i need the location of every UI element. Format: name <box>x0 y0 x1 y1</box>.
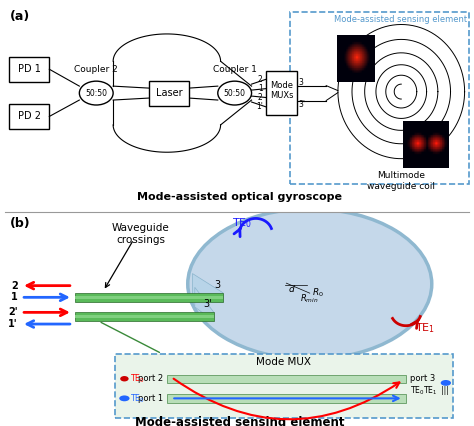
Text: (a): (a) <box>9 10 30 23</box>
Bar <box>9 104 49 129</box>
Text: TE$_0$: TE$_0$ <box>232 216 252 230</box>
Text: $d$: $d$ <box>288 283 296 294</box>
Text: TE$_0$: TE$_0$ <box>130 372 145 385</box>
Ellipse shape <box>120 376 128 381</box>
Text: 3': 3' <box>204 299 212 309</box>
Text: Laser: Laser <box>155 88 182 98</box>
Ellipse shape <box>242 242 378 326</box>
Text: 3: 3 <box>299 78 304 86</box>
Text: 3: 3 <box>214 280 220 290</box>
Text: 1': 1' <box>8 319 18 329</box>
Ellipse shape <box>265 257 355 311</box>
Bar <box>75 293 223 302</box>
Text: 50:50: 50:50 <box>85 89 107 98</box>
Text: $R_0$: $R_0$ <box>312 286 324 299</box>
Text: Mode-assisted sensing element: Mode-assisted sensing element <box>334 14 467 23</box>
Bar <box>75 296 223 299</box>
Text: PD 1: PD 1 <box>18 64 41 74</box>
Text: 2': 2' <box>8 308 18 317</box>
Text: |||: ||| <box>441 386 449 395</box>
Polygon shape <box>192 273 223 302</box>
Text: Waveguide
crossings: Waveguide crossings <box>112 223 170 245</box>
Text: TE$_0$TE$_1$: TE$_0$TE$_1$ <box>410 385 438 397</box>
Ellipse shape <box>119 395 129 401</box>
Ellipse shape <box>218 81 252 105</box>
Text: 2: 2 <box>258 93 263 102</box>
Bar <box>290 12 469 184</box>
Text: Mode-assisted optical gyroscope: Mode-assisted optical gyroscope <box>137 192 342 202</box>
Text: 1': 1' <box>256 103 263 112</box>
Text: port 1: port 1 <box>138 394 163 403</box>
Text: (b): (b) <box>9 217 30 230</box>
Bar <box>167 374 406 383</box>
Bar <box>266 71 297 115</box>
Text: TE$_1$: TE$_1$ <box>415 321 436 335</box>
Bar <box>149 81 189 106</box>
Ellipse shape <box>441 380 451 386</box>
Text: Multimode
waveguide coil: Multimode waveguide coil <box>367 171 435 190</box>
Bar <box>115 354 453 418</box>
Text: Coupler 2: Coupler 2 <box>74 65 118 74</box>
Text: 3': 3' <box>299 100 306 109</box>
Text: PD 2: PD 2 <box>18 112 41 121</box>
Ellipse shape <box>79 81 113 105</box>
Text: 1: 1 <box>11 292 18 302</box>
Text: port 3: port 3 <box>410 374 435 383</box>
Ellipse shape <box>216 226 403 342</box>
Text: port 2: port 2 <box>138 374 163 383</box>
Bar <box>75 312 214 321</box>
Text: 2: 2 <box>11 281 18 291</box>
Ellipse shape <box>188 209 432 359</box>
Ellipse shape <box>285 269 334 299</box>
Text: TE$_0$: TE$_0$ <box>130 392 145 405</box>
Bar <box>9 57 49 82</box>
Polygon shape <box>195 287 214 321</box>
Text: 1: 1 <box>258 84 263 93</box>
Text: 50:50: 50:50 <box>224 89 246 98</box>
Text: $R_{min}$: $R_{min}$ <box>301 292 319 305</box>
Text: 2: 2 <box>258 75 263 83</box>
Text: Mode MUX: Mode MUX <box>256 357 311 367</box>
Text: Mode
MUXs: Mode MUXs <box>270 81 293 100</box>
Text: Coupler 1: Coupler 1 <box>213 65 256 74</box>
Text: Mode-assisted sensing element: Mode-assisted sensing element <box>135 416 344 426</box>
Bar <box>167 394 406 403</box>
Bar <box>75 315 214 318</box>
